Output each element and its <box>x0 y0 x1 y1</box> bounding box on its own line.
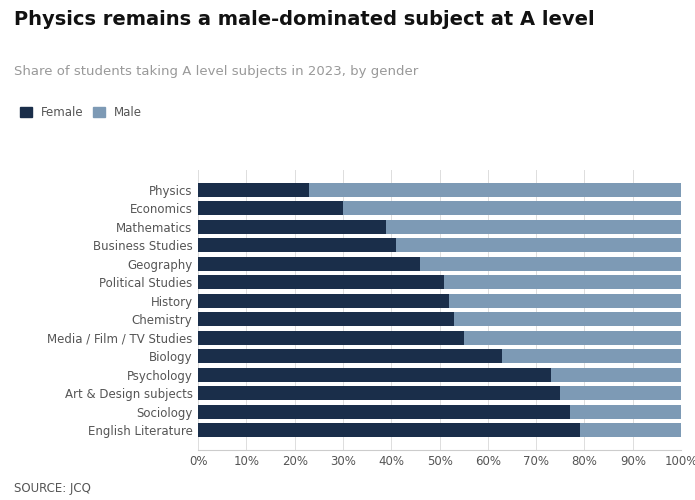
Bar <box>343 201 681 215</box>
Bar <box>198 238 396 252</box>
Legend: Female, Male: Female, Male <box>19 106 142 119</box>
Bar <box>198 312 454 326</box>
Bar <box>198 386 560 400</box>
Bar <box>386 220 681 234</box>
Bar <box>198 350 502 363</box>
Bar <box>550 368 681 382</box>
Bar <box>570 405 681 419</box>
Bar <box>198 182 309 196</box>
Bar <box>198 294 449 308</box>
Bar <box>198 276 444 289</box>
Bar <box>454 312 681 326</box>
Bar <box>198 405 570 419</box>
Bar <box>449 294 681 308</box>
Bar <box>198 220 386 234</box>
Text: Share of students taking A level subjects in 2023, by gender: Share of students taking A level subject… <box>14 65 418 78</box>
Bar <box>420 257 681 270</box>
Bar <box>198 368 550 382</box>
Bar <box>444 276 681 289</box>
Bar <box>198 201 343 215</box>
Bar <box>396 238 681 252</box>
Bar <box>309 182 681 196</box>
Bar <box>502 350 681 363</box>
Bar <box>198 257 420 270</box>
Bar <box>198 424 580 438</box>
Text: Physics remains a male-dominated subject at A level: Physics remains a male-dominated subject… <box>14 10 594 29</box>
Bar <box>580 424 681 438</box>
Bar <box>198 331 464 344</box>
Bar <box>560 386 681 400</box>
Text: SOURCE: JCQ: SOURCE: JCQ <box>14 482 91 495</box>
Bar <box>464 331 681 344</box>
